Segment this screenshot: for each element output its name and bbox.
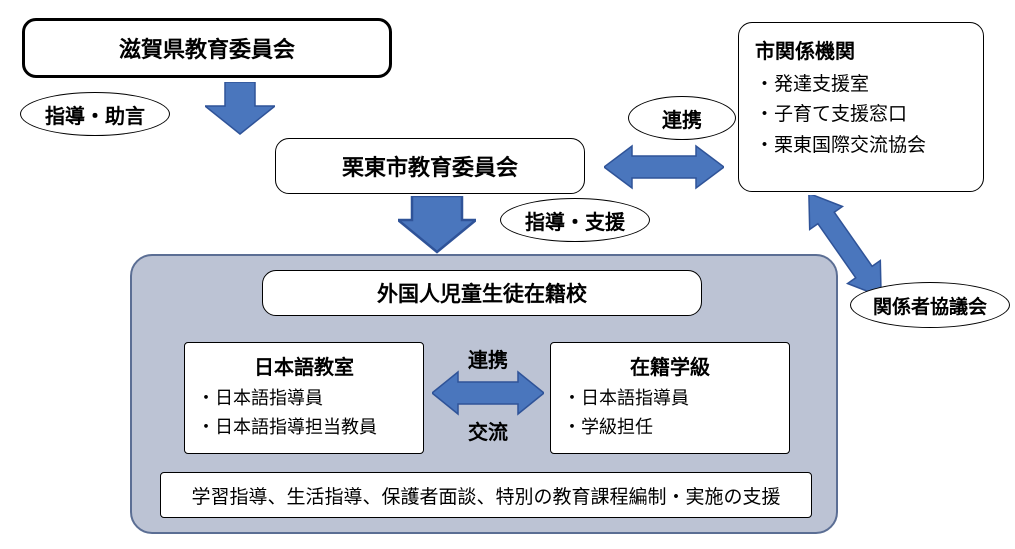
city-org-items: ・発達支援室 ・子育て支援窓口 ・栗東国際交流協会 bbox=[755, 70, 967, 161]
left-inner-item: ・日本語指導担当教員 bbox=[197, 413, 377, 442]
city-org-item: ・子育て支援窓口 bbox=[755, 100, 967, 130]
right-inner-title: 在籍学級 bbox=[630, 351, 710, 380]
oval-shido-jogen: 指導・助言 bbox=[20, 92, 170, 136]
arrow-down-shiga-ritto bbox=[205, 82, 275, 138]
school-header-box: 外国人児童生徒在籍校 bbox=[262, 270, 702, 316]
city-org-title: 市関係機関 bbox=[755, 35, 967, 64]
school-header-title: 外国人児童生徒在籍校 bbox=[377, 278, 587, 308]
left-inner-box: 日本語教室 ・日本語指導員 ・日本語指導担当教員 bbox=[184, 342, 424, 454]
oval-renkei: 連携 bbox=[628, 96, 736, 140]
oval-kankeisha: 関係者協議会 bbox=[850, 282, 1010, 328]
school-footer-text: 学習指導、生活指導、保護者面談、特別の教育課程編制・実施の支援 bbox=[191, 482, 780, 509]
arrow-down-ritto-school bbox=[398, 196, 476, 254]
city-org-item: ・栗東国際交流協会 bbox=[755, 131, 967, 161]
center-label-top: 連携 bbox=[448, 344, 528, 373]
left-inner-title: 日本語教室 bbox=[254, 351, 354, 380]
city-org-box: 市関係機関 ・発達支援室 ・子育て支援窓口 ・栗東国際交流協会 bbox=[738, 22, 984, 192]
oval-shido-shien: 指導・支援 bbox=[500, 198, 650, 242]
school-panel: 外国人児童生徒在籍校 日本語教室 ・日本語指導員 ・日本語指導担当教員 連携 交… bbox=[130, 254, 838, 534]
arrow-double-ritto-city bbox=[604, 144, 724, 190]
arrow-double-left-right bbox=[432, 370, 544, 416]
right-inner-box: 在籍学級 ・日本語指導員 ・学級担任 bbox=[550, 342, 790, 454]
city-org-item: ・発達支援室 bbox=[755, 70, 967, 100]
left-inner-item: ・日本語指導員 bbox=[197, 384, 377, 413]
shiga-board-box: 滋賀県教育委員会 bbox=[22, 18, 392, 78]
shiga-board-title: 滋賀県教育委員会 bbox=[119, 32, 295, 64]
right-inner-item: ・日本語指導員 bbox=[563, 384, 689, 413]
center-label-bottom: 交流 bbox=[448, 416, 528, 445]
ritto-board-box: 栗東市教育委員会 bbox=[275, 138, 585, 194]
right-inner-item: ・学級担任 bbox=[563, 413, 689, 442]
ritto-board-title: 栗東市教育委員会 bbox=[342, 150, 518, 182]
school-footer-box: 学習指導、生活指導、保護者面談、特別の教育課程編制・実施の支援 bbox=[160, 472, 812, 518]
